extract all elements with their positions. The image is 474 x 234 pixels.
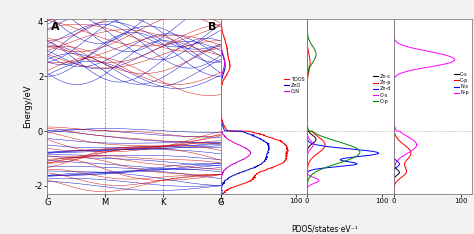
Legend: TDOS, ZnO, C₂N: TDOS, ZnO, C₂N [284,76,305,95]
Text: A: A [51,22,60,32]
Legend: Zn-s, Zn-p, Zn-d, O-s, O-p: Zn-s, Zn-p, Zn-d, O-s, O-p [373,73,391,104]
Legend: C-s, C-p, N-s, N-p: C-s, C-p, N-s, N-p [453,71,469,96]
Y-axis label: Energy/eV: Energy/eV [23,85,32,128]
Text: PDOS/states·eV⁻¹: PDOS/states·eV⁻¹ [292,225,358,234]
Text: B: B [208,22,216,32]
